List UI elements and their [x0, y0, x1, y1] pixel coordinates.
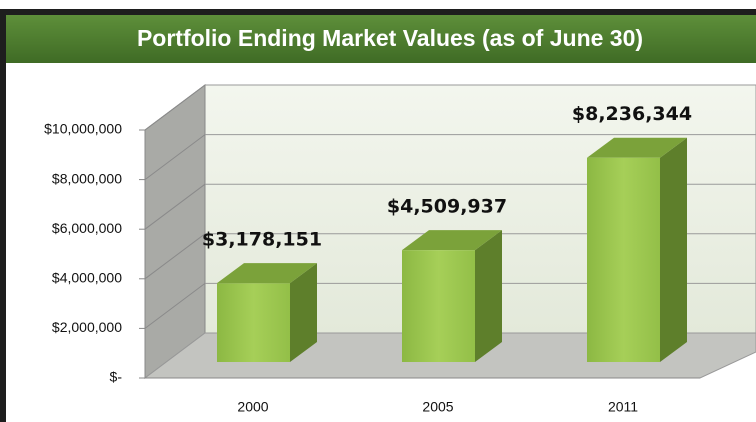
value-label: $3,178,151	[202, 229, 322, 251]
y-tick-label: $8,000,000	[52, 170, 122, 186]
y-tick-label: $6,000,000	[52, 220, 122, 236]
grid-line-side	[144, 233, 206, 280]
value-label: $4,509,937	[387, 196, 507, 218]
frame	[0, 9, 756, 422]
y-tick-label: $10,000,000	[44, 121, 122, 137]
y-tick-label: $-	[110, 369, 123, 385]
bar-top	[402, 230, 502, 251]
bar	[402, 250, 475, 362]
x-tick-label: 2005	[422, 399, 453, 415]
y-tick-label: $2,000,000	[52, 319, 122, 335]
bar	[217, 283, 290, 362]
grid-line-side	[144, 183, 206, 230]
y-tick-label: $4,000,000	[52, 270, 122, 286]
grid-line-side	[144, 84, 206, 131]
x-tick-label: 2011	[608, 399, 638, 415]
x-tick-label: 2000	[237, 399, 268, 415]
bar-top	[587, 137, 687, 158]
grid-line-side	[144, 282, 206, 329]
bar-side	[660, 137, 687, 362]
bar-top	[217, 263, 317, 284]
bar-side	[290, 263, 317, 362]
side-wall	[144, 84, 206, 379]
value-label: $8,236,344	[572, 103, 692, 125]
bar-side	[475, 230, 502, 362]
grid-line-side	[144, 134, 206, 181]
chart-title: Portfolio Ending Market Values (as of Ju…	[137, 25, 643, 51]
title-bar	[6, 15, 756, 63]
bar	[587, 157, 660, 362]
